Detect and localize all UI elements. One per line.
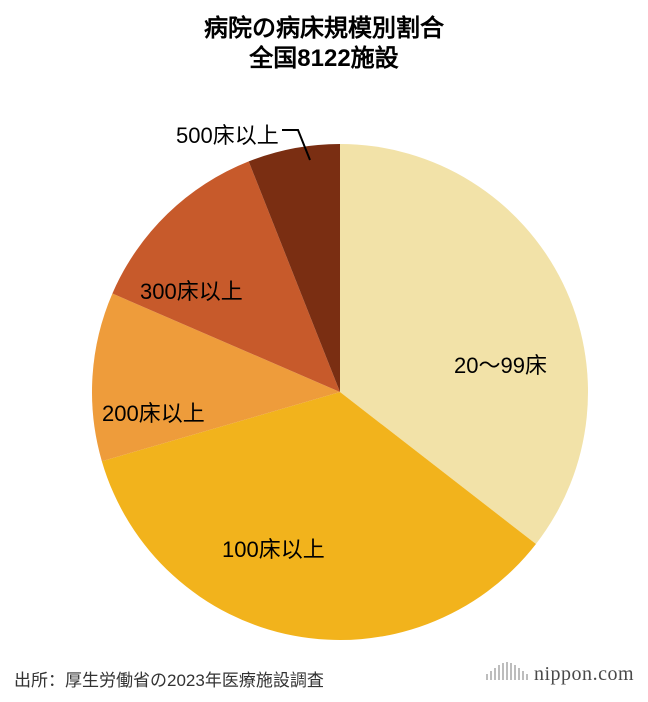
pie-chart <box>0 0 648 702</box>
slice-label-20-99: 20〜99床 <box>454 348 547 380</box>
brand-logo: nippon.com <box>486 662 634 686</box>
brand-suffix: .com <box>593 663 634 685</box>
slice-label-500plus: 500床以上 <box>176 118 279 150</box>
chart-container: 病院の病床規模別割合 全国8122施設 20〜99床 100床以上 200床以上… <box>0 0 648 702</box>
brand-bars-icon <box>486 662 528 680</box>
brand-name: nippon <box>534 663 593 685</box>
slice-label-300plus: 300床以上 <box>140 274 243 306</box>
slice-label-100plus: 100床以上 <box>222 532 325 564</box>
source-text: 出所：厚生労働省の2023年医療施設調査 <box>14 666 324 691</box>
brand-text: nippon.com <box>534 663 634 686</box>
pie-svg <box>0 0 648 702</box>
slice-label-200plus: 200床以上 <box>102 396 205 428</box>
